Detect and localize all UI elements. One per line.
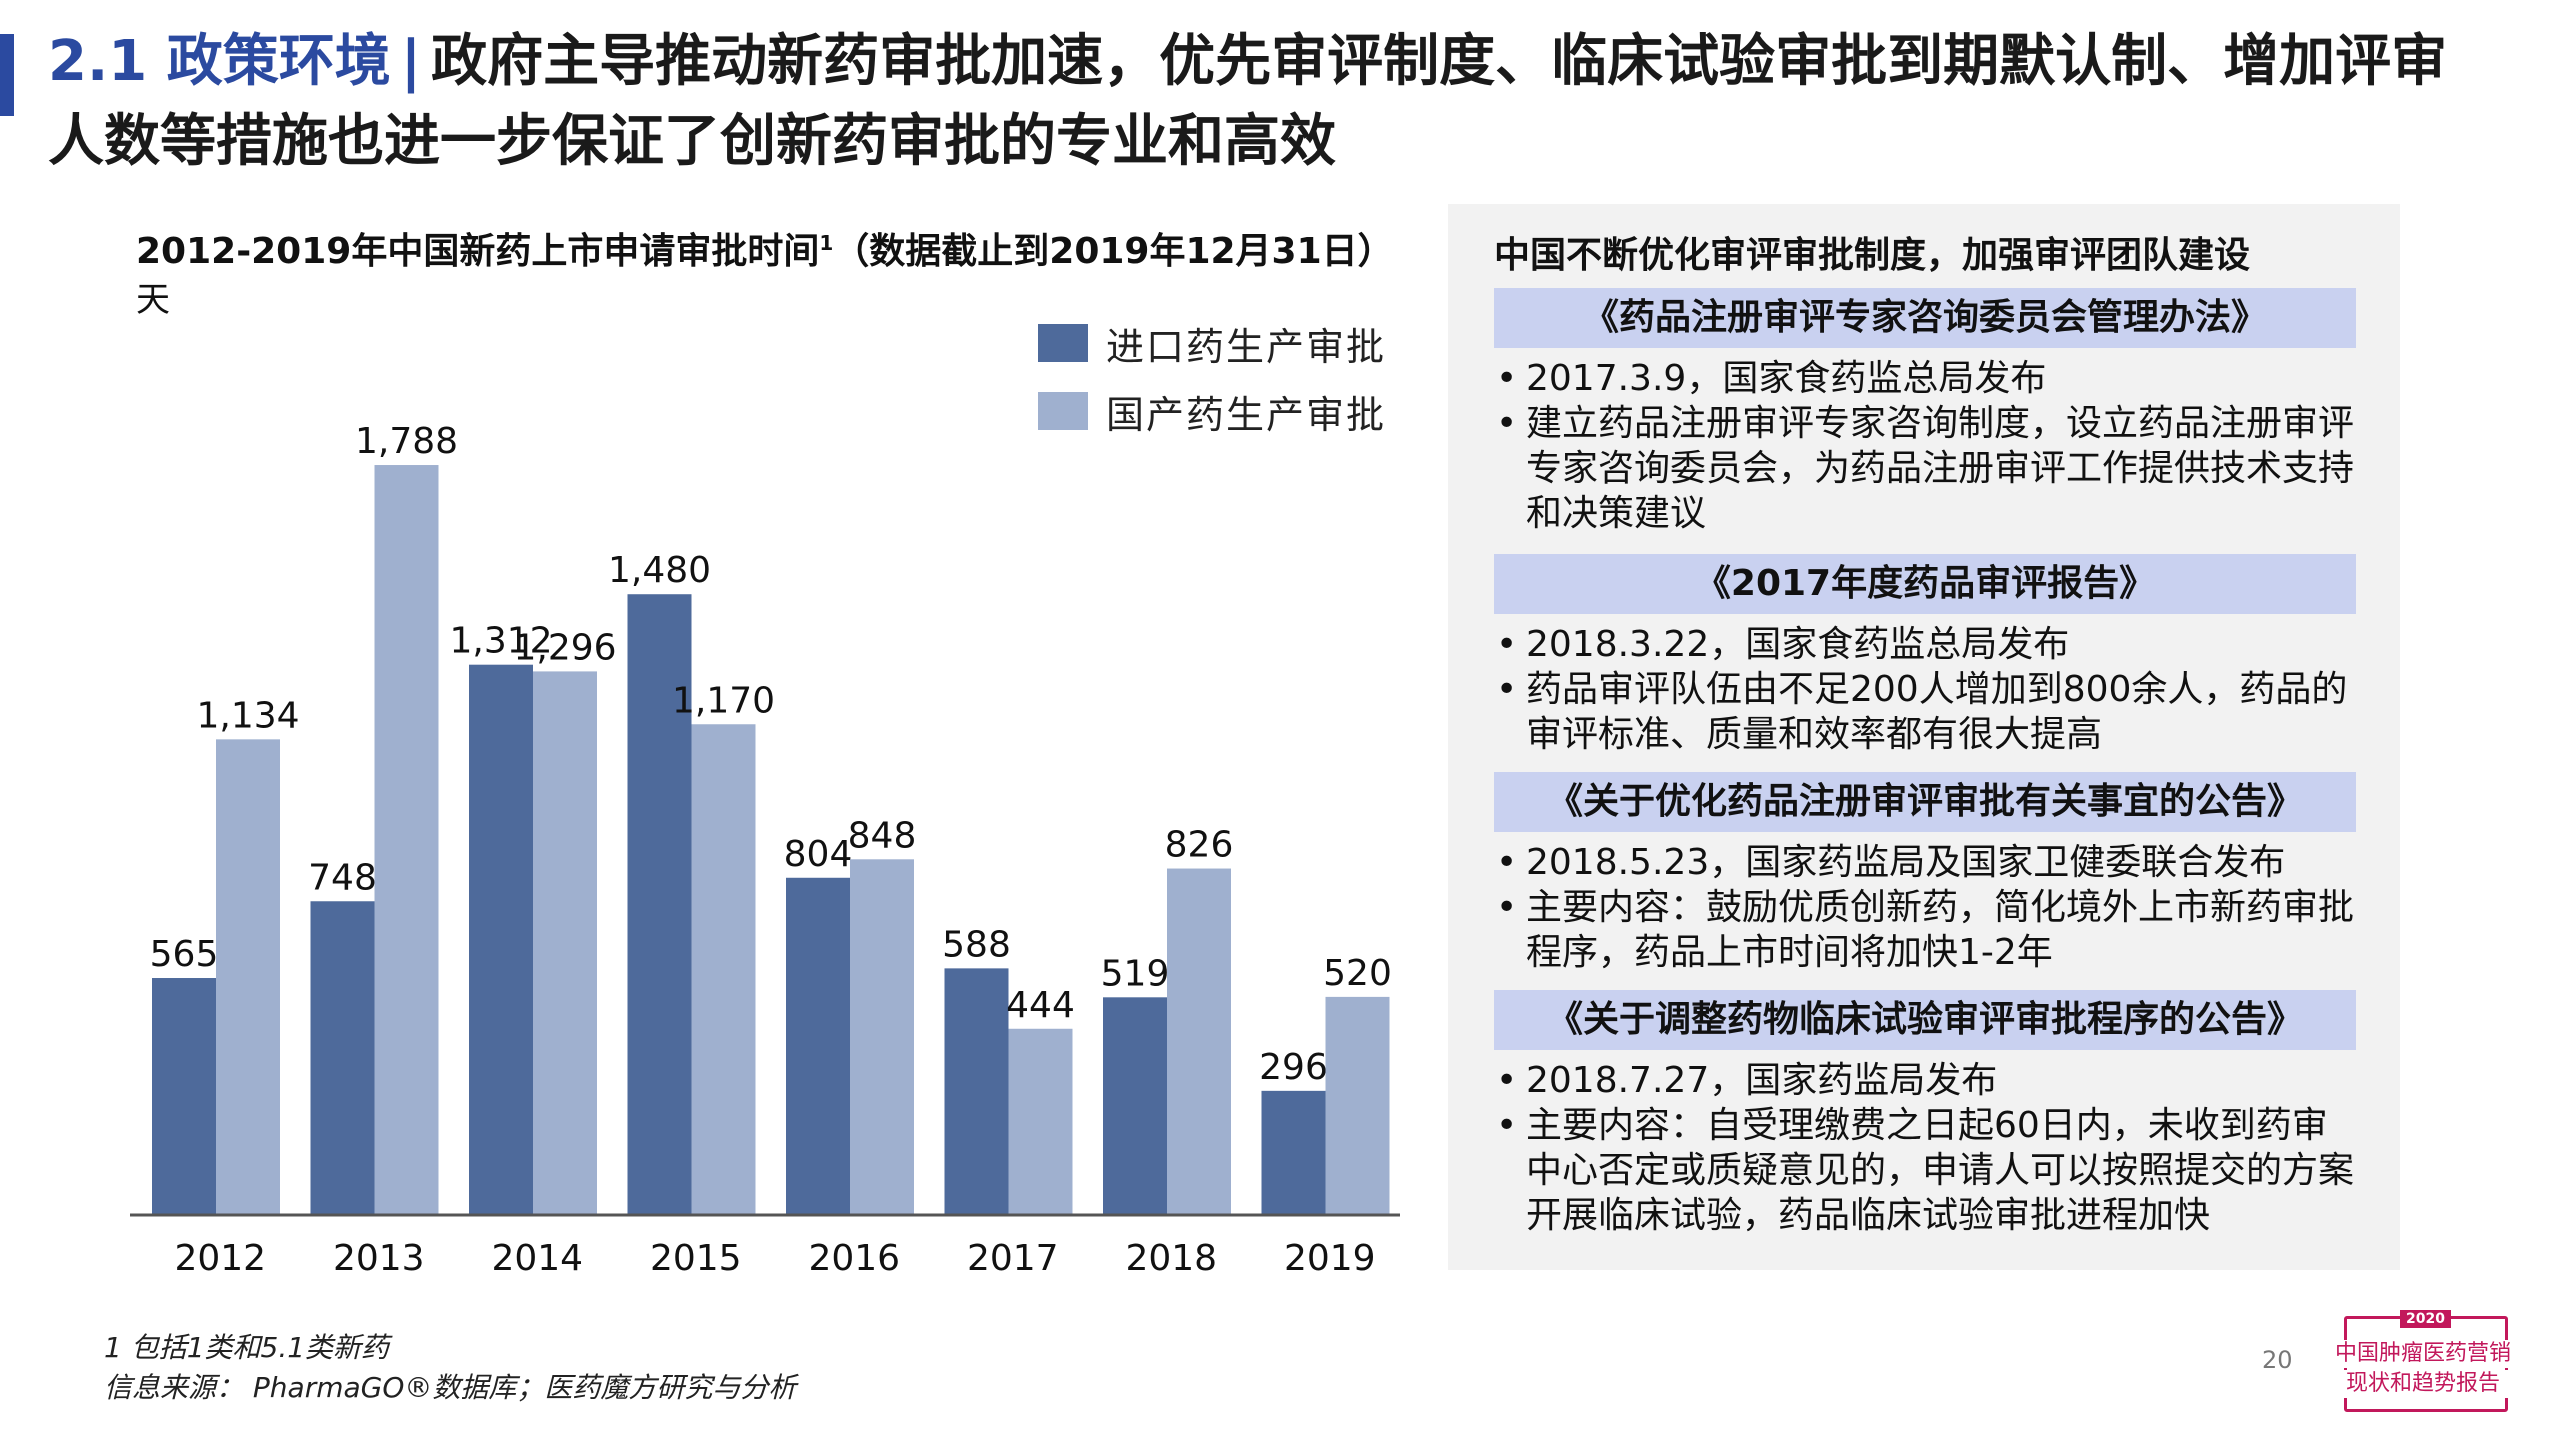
policy-panel: 中国不断优化审评审批制度，加强审评团队建设 《药品注册审评专家咨询委员会管理办法… bbox=[1448, 204, 2400, 1270]
chart-title: 2012-2019年中国新药上市申请审批时间1（数据截止到2019年12月31日… bbox=[136, 222, 1394, 274]
policy-header: 《药品注册审评专家咨询委员会管理办法》 bbox=[1494, 288, 2356, 348]
bar-domestic-2019 bbox=[1325, 996, 1390, 1215]
bar-import-2013 bbox=[310, 901, 375, 1215]
footnote-source: 信息来源： PharmaGO®数据库；医药魔方研究与分析 bbox=[104, 1371, 797, 1404]
data-label-domestic-2019: 520 bbox=[1323, 953, 1392, 994]
bar-domestic-2018 bbox=[1167, 868, 1231, 1215]
logo-line-1: 中国肿瘤医药营销 bbox=[2330, 1340, 2516, 1368]
section-label: 2.1 政策环境 bbox=[48, 29, 391, 94]
policy-bullet: 2018.3.22，国家食药监总局发布 bbox=[1494, 622, 2356, 667]
bar-import-2019 bbox=[1261, 1090, 1326, 1215]
data-label-import-2012: 565 bbox=[150, 934, 219, 975]
policy-card: 《2017年度药品审评报告》 2018.3.22，国家食药监总局发布 药品审评队… bbox=[1494, 554, 2356, 757]
policy-bullet: 主要内容：鼓励优质创新药，简化境外上市新药审批程序，药品上市时间将加快1-2年 bbox=[1494, 885, 2356, 975]
legend-label-import: 进口药生产审批 bbox=[1106, 324, 1387, 369]
title-accent-bar bbox=[0, 34, 14, 116]
data-label-import-2013: 748 bbox=[308, 857, 377, 898]
policy-bullet: 药品审评队伍由不足200人增加到800余人，药品的审评标准、质量和效率都有很大提… bbox=[1494, 667, 2356, 757]
data-label-domestic-2013: 1,788 bbox=[355, 421, 458, 462]
bar-import-2017 bbox=[944, 968, 1009, 1215]
chart-legend: 进口药生产审批 国产药生产审批 bbox=[1038, 318, 1386, 454]
policy-card: 《药品注册审评专家咨询委员会管理办法》 2017.3.9，国家食药监总局发布 建… bbox=[1494, 288, 2356, 536]
bar-domestic-2012 bbox=[216, 739, 280, 1215]
x-tick-2017: 2017 bbox=[967, 1238, 1059, 1279]
x-tick-2019: 2019 bbox=[1284, 1238, 1376, 1279]
x-tick-2018: 2018 bbox=[1125, 1238, 1217, 1279]
bar-import-2012 bbox=[152, 978, 216, 1215]
bar-domestic-2016 bbox=[850, 859, 914, 1215]
panel-title: 中国不断优化审评审批制度，加强审评团队建设 bbox=[1494, 235, 2251, 276]
data-label-domestic-2017: 444 bbox=[1006, 985, 1075, 1026]
legend-item-import: 进口药生产审批 bbox=[1038, 318, 1387, 369]
bar-domestic-2013 bbox=[374, 465, 439, 1215]
policy-bullets: 2018.7.27，国家药监局发布 主要内容：自受理缴费之日起60日内，未收到药… bbox=[1494, 1058, 2356, 1238]
data-label-domestic-2012: 1,134 bbox=[196, 695, 299, 736]
policy-bullet: 建立药品注册审评专家咨询制度，设立药品注册审评专家咨询委员会，为药品注册审评工作… bbox=[1494, 401, 2356, 536]
legend-item-domestic: 国产药生产审批 bbox=[1038, 386, 1387, 437]
footnote-note: 1 包括1类和5.1类新药 bbox=[104, 1331, 390, 1364]
title-text: 政府主导推动新药审批加速，优先审评制度、临床试验审批到期默认制、增加评审人数等措… bbox=[48, 29, 2448, 174]
policy-bullet: 2018.5.23，国家药监局及国家卫健委联合发布 bbox=[1494, 840, 2356, 885]
policy-bullets: 2017.3.9，国家食药监总局发布 建立药品注册审评专家咨询制度，设立药品注册… bbox=[1494, 356, 2356, 536]
policy-card: 《关于优化药品注册审评审批有关事宜的公告》 2018.5.23，国家药监局及国家… bbox=[1494, 772, 2356, 975]
legend-label-domestic: 国产药生产审批 bbox=[1106, 392, 1387, 437]
x-tick-2016: 2016 bbox=[808, 1238, 900, 1279]
data-label-import-2015: 1,480 bbox=[608, 550, 711, 591]
policy-bullet: 2017.3.9，国家食药监总局发布 bbox=[1494, 356, 2356, 401]
data-label-import-2018: 519 bbox=[1101, 953, 1170, 994]
page-number: 20 bbox=[2262, 1346, 2293, 1374]
chart-title-suffix: （数据截止到2019年12月31日） bbox=[833, 231, 1394, 272]
legend-swatch-domestic bbox=[1038, 392, 1088, 430]
policy-card: 《关于调整药物临床试验审评审批程序的公告》 2018.7.27，国家药监局发布 … bbox=[1494, 990, 2356, 1238]
bar-domestic-2017 bbox=[1008, 1028, 1073, 1215]
page-title: 2.1 政策环境 | 政府主导推动新药审批加速，优先审评制度、临床试验审批到期默认制… bbox=[48, 22, 2488, 182]
data-label-import-2016: 804 bbox=[784, 834, 853, 875]
data-label-domestic-2015: 1,170 bbox=[672, 680, 775, 721]
bar-import-2016 bbox=[786, 877, 850, 1215]
bar-import-2014 bbox=[469, 664, 533, 1215]
data-label-domestic-2016: 848 bbox=[848, 815, 917, 856]
x-tick-2014: 2014 bbox=[491, 1238, 583, 1279]
chart-title-footnote-mark: 1 bbox=[819, 231, 834, 255]
legend-swatch-import bbox=[1038, 324, 1088, 362]
report-logo: 2020 中国肿瘤医药营销 现状和趋势报告 bbox=[2330, 1310, 2516, 1412]
chart-title-text: 2012-2019年中国新药上市申请审批时间 bbox=[136, 231, 820, 272]
data-label-domestic-2014: 1,296 bbox=[513, 627, 616, 668]
logo-line-2: 现状和趋势报告 bbox=[2330, 1370, 2516, 1398]
bar-import-2018 bbox=[1103, 997, 1167, 1215]
x-tick-2012: 2012 bbox=[174, 1238, 266, 1279]
policy-header: 《关于优化药品注册审评审批有关事宜的公告》 bbox=[1494, 772, 2356, 832]
logo-year: 2020 bbox=[2400, 1310, 2451, 1328]
data-label-import-2019: 296 bbox=[1259, 1047, 1328, 1088]
bar-domestic-2014 bbox=[533, 671, 597, 1215]
policy-bullet: 2018.7.27，国家药监局发布 bbox=[1494, 1058, 2356, 1103]
data-label-import-2017: 588 bbox=[942, 924, 1011, 965]
policy-header: 《关于调整药物临床试验审评审批程序的公告》 bbox=[1494, 990, 2356, 1050]
chart-unit-label: 天 bbox=[136, 280, 170, 320]
policy-bullet: 主要内容：自受理缴费之日起60日内，未收到药审中心否定或质疑意见的，申请人可以按… bbox=[1494, 1103, 2356, 1238]
x-tick-2015: 2015 bbox=[650, 1238, 742, 1279]
footnote: 1 包括1类和5.1类新药 信息来源： PharmaGO®数据库；医药魔方研究与… bbox=[104, 1328, 796, 1408]
x-tick-2013: 2013 bbox=[333, 1238, 425, 1279]
bar-domestic-2015 bbox=[691, 724, 756, 1215]
title-separator: | bbox=[400, 29, 422, 94]
data-label-import-2014: 1,312 bbox=[449, 621, 552, 662]
data-label-domestic-2018: 826 bbox=[1165, 825, 1234, 866]
policy-bullets: 2018.3.22，国家食药监总局发布 药品审评队伍由不足200人增加到800余… bbox=[1494, 622, 2356, 757]
policy-header: 《2017年度药品审评报告》 bbox=[1494, 554, 2356, 614]
bar-import-2015 bbox=[627, 594, 692, 1215]
policy-bullets: 2018.5.23，国家药监局及国家卫健委联合发布 主要内容：鼓励优质创新药，简… bbox=[1494, 840, 2356, 975]
